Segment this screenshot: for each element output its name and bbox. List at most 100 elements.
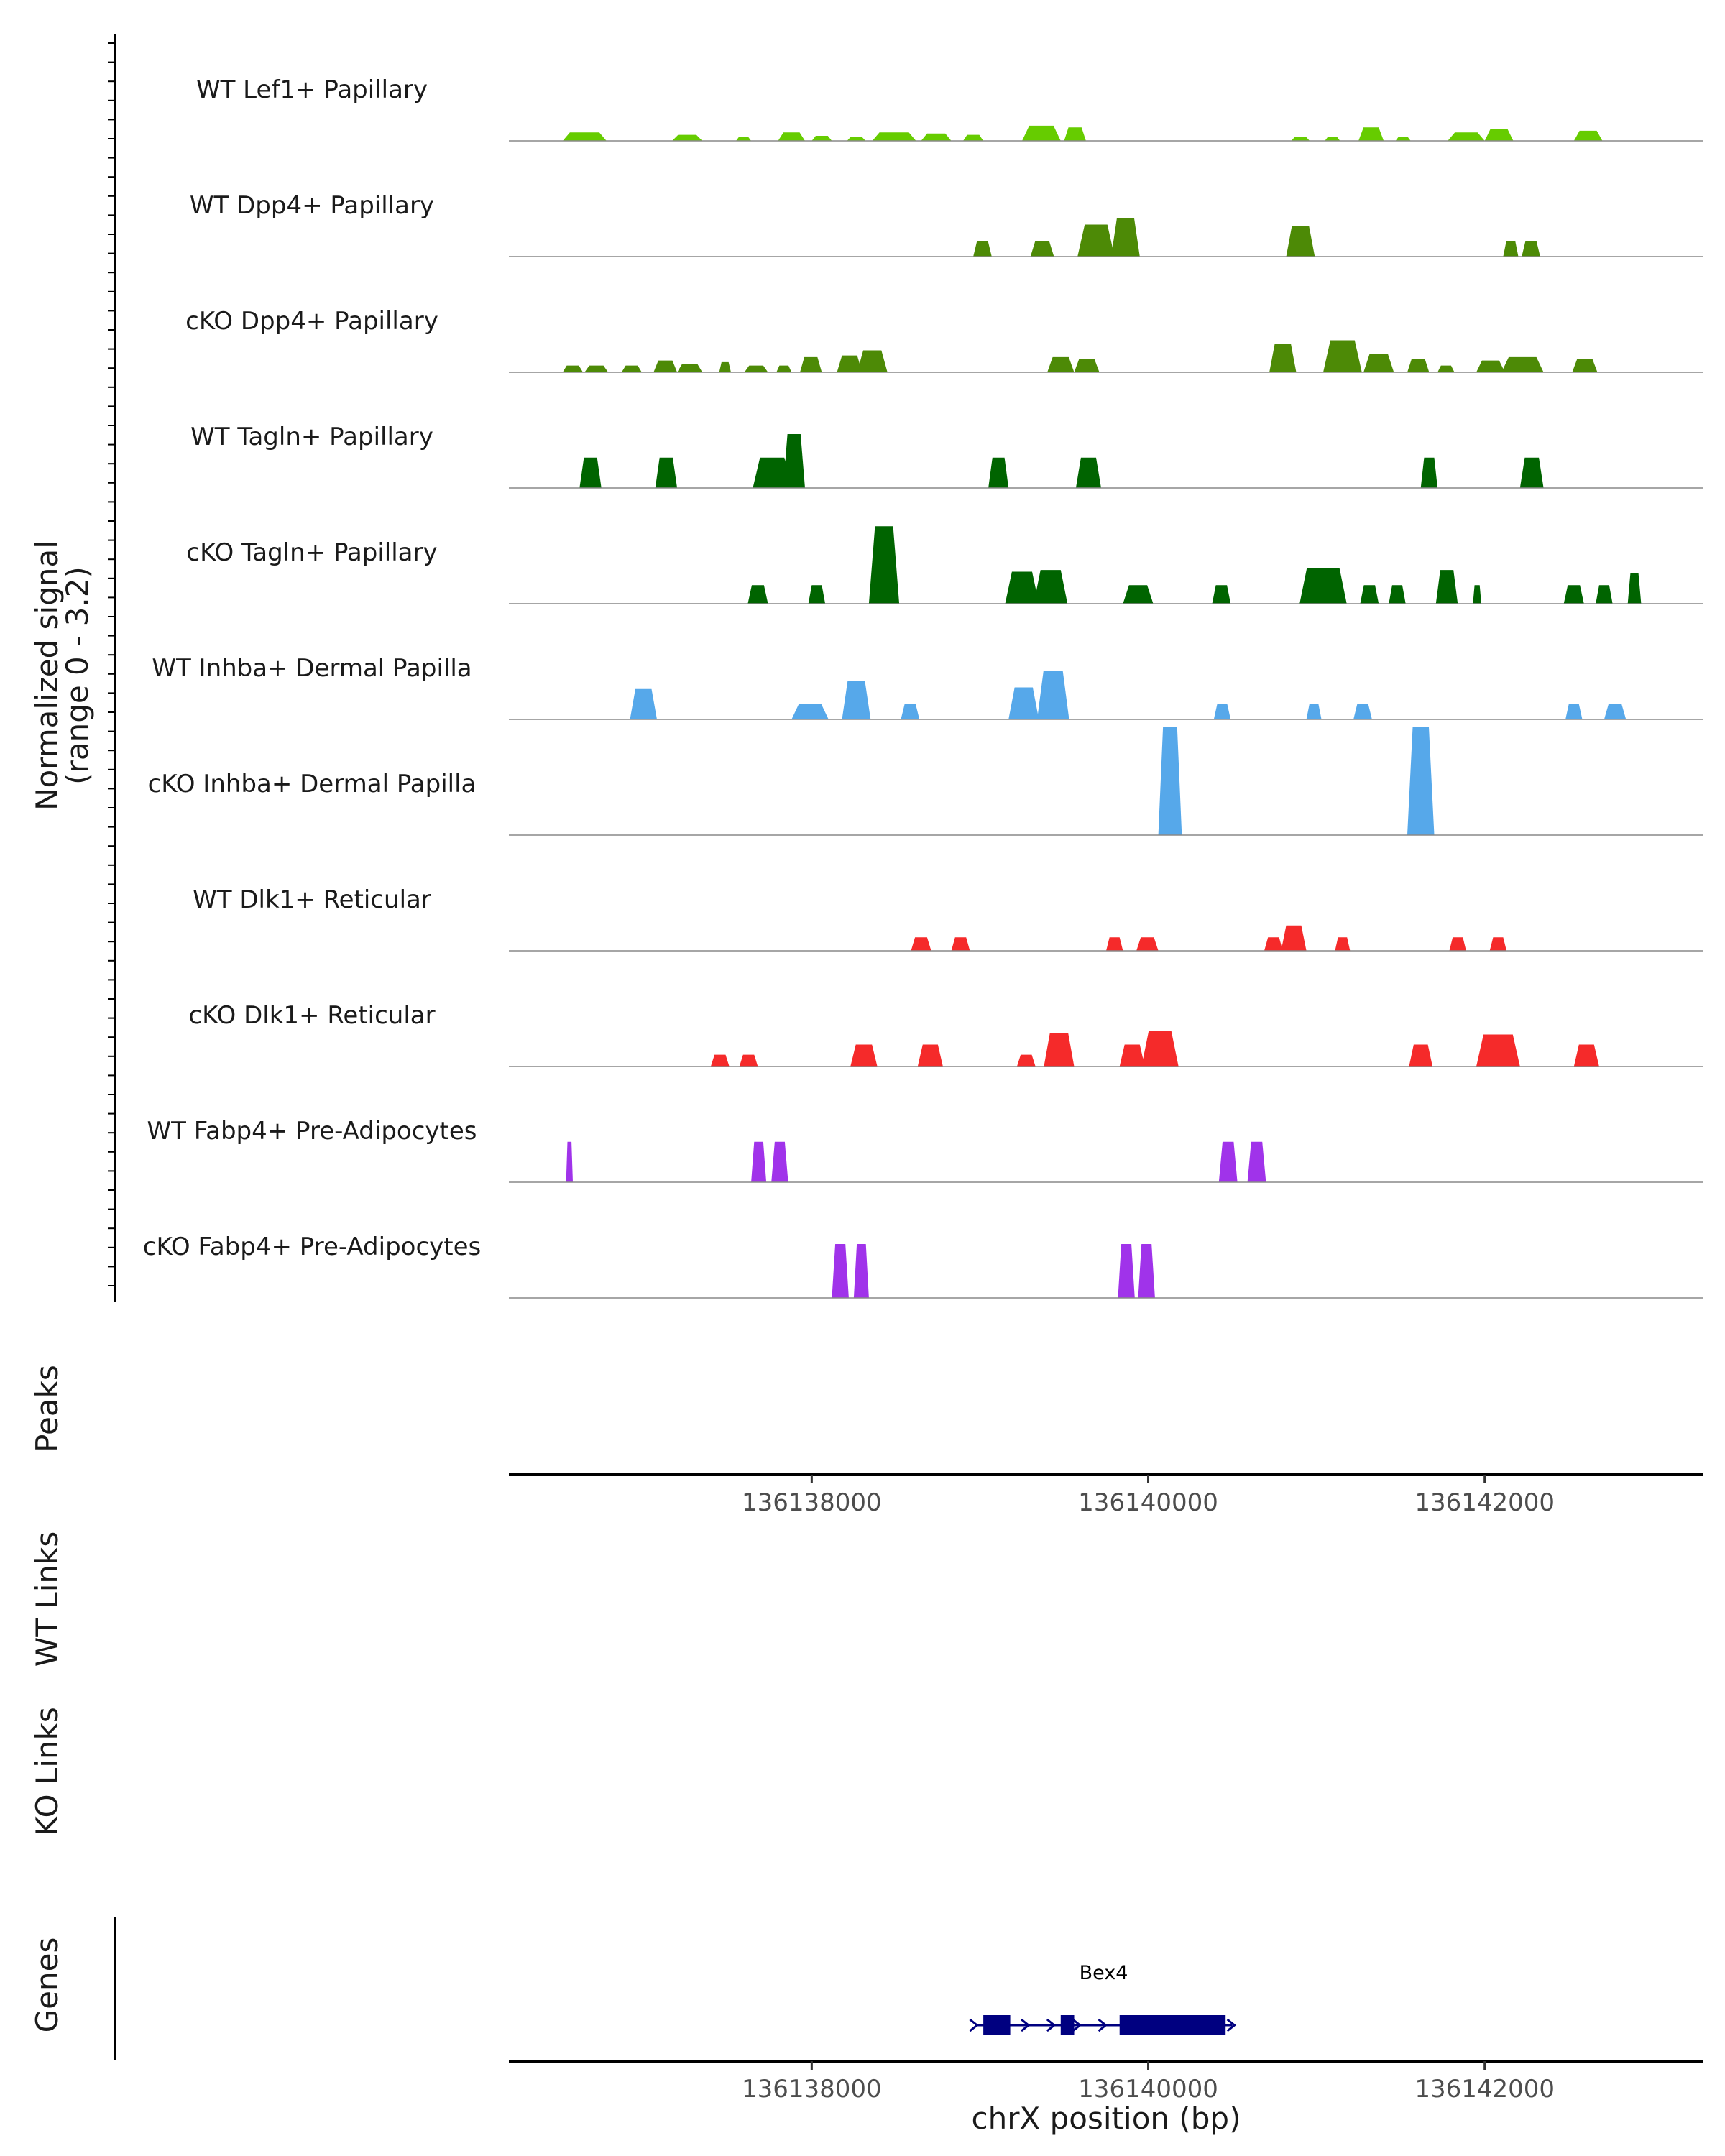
coverage-peak <box>1596 585 1613 604</box>
coverage-peak <box>1281 925 1307 951</box>
coverage-peak <box>1448 132 1485 141</box>
x-tick-label: 136142000 <box>1414 1488 1555 1517</box>
coverage-track: WT Fabp4+ Pre-Adipocytes <box>147 1117 1703 1183</box>
coverage-peak <box>1022 125 1061 141</box>
coverage-peak <box>1325 137 1340 141</box>
coverage-peak <box>719 361 731 372</box>
coverage-peak <box>1604 704 1627 719</box>
coverage-peak <box>1565 704 1583 719</box>
gene-track: Bex4 <box>969 1962 1236 2035</box>
coverage-peak <box>1291 137 1310 141</box>
coverage-peak <box>739 1054 758 1067</box>
x-tick-label: 136138000 <box>742 2075 882 2104</box>
coverage-peak <box>753 457 792 488</box>
track-label: WT Inhba+ Dermal Papilla <box>152 654 472 683</box>
coverage-peak <box>1435 570 1458 604</box>
coverage-track: WT Dlk1+ Reticular <box>193 885 1703 952</box>
coverage-track: WT Inhba+ Dermal Papilla <box>152 654 1703 720</box>
coverage-peak <box>1409 1044 1433 1067</box>
coverage-peak <box>1044 1033 1075 1067</box>
coverage-peak <box>1438 365 1455 372</box>
y-axis-title: Normalized signal <box>29 540 65 811</box>
track-label: WT Dpp4+ Papillary <box>190 191 434 220</box>
coverage-peak <box>630 688 657 719</box>
coverage-peak <box>1138 1244 1155 1298</box>
x-tick-label: 136138000 <box>742 1488 882 1517</box>
coverage-peak <box>579 457 602 488</box>
coverage-track: cKO Tagln+ Papillary <box>186 526 1703 604</box>
strand-arrow <box>1226 2018 1236 2032</box>
coverage-peak <box>783 434 805 488</box>
coverage-peak <box>1572 359 1598 372</box>
coverage-peak <box>778 132 805 141</box>
track-label: cKO Dpp4+ Papillary <box>185 307 438 336</box>
coverage-track: cKO Inhba+ Dermal Papilla <box>148 727 1703 836</box>
coverage-track: WT Lef1+ Papillary <box>196 75 1703 142</box>
track-label: WT Fabp4+ Pre-Adipocytes <box>147 1117 477 1146</box>
coverage-peak <box>1016 1054 1036 1067</box>
coverage-peak <box>811 136 832 141</box>
coverage-peak <box>1123 585 1154 604</box>
coverage-peak <box>1064 127 1086 141</box>
coverage-peak <box>1484 129 1514 141</box>
coverage-peak <box>1389 585 1406 604</box>
coverage-peak <box>677 364 703 372</box>
coverage-peak <box>562 132 607 141</box>
track-label: cKO Fabp4+ Pre-Adipocytes <box>143 1233 482 1261</box>
coverage-peak <box>1476 360 1505 372</box>
coverage-peak <box>1627 573 1642 604</box>
coverage-peak <box>1519 457 1544 488</box>
ko-links-label: KO Links <box>29 1707 65 1836</box>
strand-arrow <box>1098 2018 1108 2032</box>
x-axis-ticks-upper: 136138000 136140000 136142000 <box>742 1475 1555 1517</box>
coverage-peak <box>1158 727 1182 835</box>
genes-label: Genes <box>29 1938 65 2033</box>
y-axis-range: (range 0 - 3.2) <box>60 566 95 785</box>
coverage-peak <box>921 133 952 141</box>
coverage-peak <box>1407 359 1430 372</box>
track-label: cKO Tagln+ Papillary <box>186 538 437 567</box>
signal-axis-ticks <box>108 42 115 1286</box>
coverage-peak <box>847 137 866 141</box>
coverage-peak <box>1005 571 1039 604</box>
coverage-peak <box>850 1044 878 1067</box>
coverage-peak <box>1286 226 1315 257</box>
strand-arrow <box>1072 2018 1082 2032</box>
strand-arrow <box>1046 2018 1057 2032</box>
coverage-peak <box>911 937 932 951</box>
coverage-peak <box>751 1141 767 1182</box>
coverage-peak <box>853 1244 869 1298</box>
x-tick-label: 136142000 <box>1414 2075 1555 2104</box>
coverage-peak <box>1264 937 1283 951</box>
coverage-peak <box>1395 137 1411 141</box>
coverage-peak <box>872 132 916 141</box>
coverage-peak <box>1563 585 1584 604</box>
coverage-peak <box>963 134 984 141</box>
coverage-peak <box>584 365 609 372</box>
coverage-peak <box>1522 241 1540 257</box>
coverage-peak <box>1489 937 1507 951</box>
coverage-peak <box>621 365 642 372</box>
track-label: cKO Dlk1+ Reticular <box>188 1001 435 1030</box>
coverage-peak <box>1136 937 1159 951</box>
coverage-peak <box>736 137 752 141</box>
coverage-peak <box>771 1141 788 1182</box>
coverage-track: WT Dpp4+ Papillary <box>190 191 1703 257</box>
coverage-peak <box>1119 1044 1145 1067</box>
coverage-peak <box>1420 457 1438 488</box>
coverage-peak <box>1503 241 1519 257</box>
wt-links-label: WT Links <box>29 1531 65 1667</box>
coverage-peak <box>837 355 862 372</box>
coverage-peak <box>748 585 768 604</box>
coverage-peak <box>1008 687 1039 719</box>
track-label: WT Lef1+ Papillary <box>196 75 428 104</box>
coverage-peak <box>1047 356 1075 372</box>
coverage-peak <box>1141 1031 1179 1067</box>
coverage-peak <box>1449 937 1466 951</box>
coverage-peak <box>1407 727 1435 835</box>
coverage-peak <box>832 1244 849 1298</box>
gene-exon <box>983 2015 1011 2035</box>
gene-exon <box>1060 2015 1075 2035</box>
coverage-peak <box>1501 356 1544 372</box>
coverage-peak <box>1306 704 1322 719</box>
